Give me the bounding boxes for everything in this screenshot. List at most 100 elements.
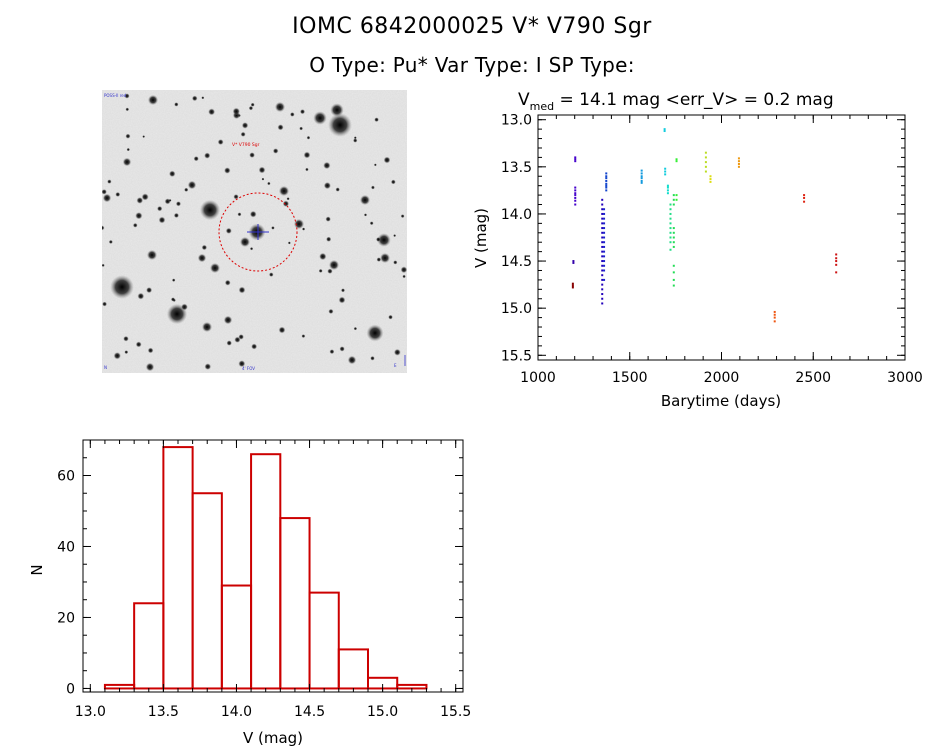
- histogram-bar: [162, 446, 194, 690]
- star: [390, 179, 396, 185]
- light-curve-point: [669, 231, 672, 234]
- star: [323, 161, 331, 170]
- light-curve-point: [737, 163, 740, 165]
- light-curve-point: [669, 241, 672, 244]
- light-curve-point: [672, 245, 675, 248]
- star: [173, 212, 179, 218]
- light-curve-point: [601, 222, 604, 225]
- star: [157, 205, 163, 212]
- star: [278, 326, 286, 334]
- y-tick-label: 15.0: [501, 301, 532, 317]
- light-curve-point: [603, 231, 606, 234]
- light-curve-point: [601, 217, 604, 220]
- star: [145, 362, 155, 372]
- star: [141, 193, 149, 201]
- y-tick-label: 14.5: [501, 254, 532, 270]
- light-curve-point: [835, 253, 838, 256]
- target-name-label: V* V790 Sgr: [232, 142, 260, 148]
- light-curve-point: [605, 186, 608, 189]
- star: [125, 107, 130, 112]
- light-curve-point: [601, 274, 604, 277]
- star: [305, 167, 309, 172]
- light-curve-point: [669, 236, 672, 239]
- star: [171, 278, 176, 282]
- histogram-frame: [82, 439, 464, 693]
- light-curve-point: [601, 297, 604, 300]
- star: [353, 138, 358, 143]
- light-curve-point: [603, 212, 606, 215]
- star: [393, 234, 397, 238]
- sky-image-panel: POSS-II red V* V790 Sgr 4' FOV N E: [102, 90, 407, 373]
- star: [199, 199, 221, 221]
- star: [107, 179, 112, 184]
- light-curve-chart: Vmed = 14.1 mag <err_V> = 0.2 mag 1000 15…: [472, 90, 923, 410]
- star: [201, 96, 205, 100]
- y-tick-label: 14.0: [501, 207, 532, 223]
- star: [375, 237, 381, 242]
- histogram-bar: [103, 683, 136, 690]
- star: [169, 170, 176, 178]
- star: [224, 167, 231, 174]
- star: [370, 185, 375, 190]
- star: [102, 263, 105, 267]
- star: [238, 286, 246, 294]
- light-curve-point: [605, 179, 608, 182]
- east-label: E: [394, 363, 397, 368]
- light-curve-axes: 1000 1500 2000 2500 3000 13.0 13.5 14.0 14.5 15.0…: [501, 113, 923, 386]
- x-tick-label: 15.0: [367, 704, 398, 720]
- star: [306, 135, 311, 140]
- light-curve-point: [603, 227, 606, 230]
- star: [248, 105, 254, 111]
- star: [250, 102, 255, 107]
- star: [137, 292, 145, 300]
- light-curve-point: [603, 208, 606, 211]
- y-tick-label: 15.5: [501, 348, 532, 364]
- light-curve-point: [835, 260, 838, 263]
- star: [122, 157, 132, 167]
- star: [303, 151, 311, 159]
- star: [287, 241, 291, 245]
- light-curve-points: [571, 128, 838, 323]
- star: [191, 95, 198, 102]
- light-curve-point: [601, 255, 604, 258]
- light-curve-point: [603, 255, 606, 258]
- star: [249, 247, 254, 251]
- star: [193, 156, 199, 162]
- light-curve-point: [603, 217, 606, 220]
- histogram-bar: [337, 648, 369, 690]
- north-label: N: [104, 365, 107, 370]
- light-curve-point: [603, 241, 606, 244]
- light-curve-point: [737, 160, 740, 163]
- star: [301, 334, 306, 338]
- light-curve-point: [672, 231, 675, 234]
- light-curve-point: [601, 208, 604, 211]
- light-curve-point: [601, 278, 604, 281]
- light-curve-point: [640, 175, 643, 178]
- star: [249, 210, 257, 218]
- x-tick-label: 13.0: [75, 704, 106, 720]
- star: [102, 225, 105, 231]
- light-curve-point: [601, 236, 604, 239]
- light-curve-point: [603, 264, 606, 267]
- light-curve-title: Vmed = 14.1 mag <err_V> = 0.2 mag: [518, 90, 834, 113]
- star: [201, 321, 213, 333]
- light-curve-point: [605, 189, 608, 192]
- star: [363, 213, 368, 217]
- light-curve-point: [704, 165, 707, 168]
- star: [209, 262, 221, 274]
- light-curve-point: [675, 198, 678, 201]
- light-curve-point: [672, 284, 675, 287]
- light-curve-point: [601, 227, 604, 230]
- star: [208, 108, 216, 116]
- histogram-bars: [103, 446, 428, 690]
- star: [181, 303, 188, 311]
- light-curve-point: [669, 227, 672, 230]
- light-curve-point: [835, 257, 838, 260]
- light-curve-point: [672, 194, 675, 197]
- y-tick-label: 13.5: [501, 160, 532, 176]
- light-curve-point: [640, 169, 643, 172]
- histogram-bar: [396, 683, 428, 690]
- y-tick-label: 60: [57, 468, 75, 484]
- star: [366, 324, 384, 342]
- histogram-axes: 13.0 13.5 14.0 14.5 15.0 15.5 0 20 40 60: [57, 440, 471, 720]
